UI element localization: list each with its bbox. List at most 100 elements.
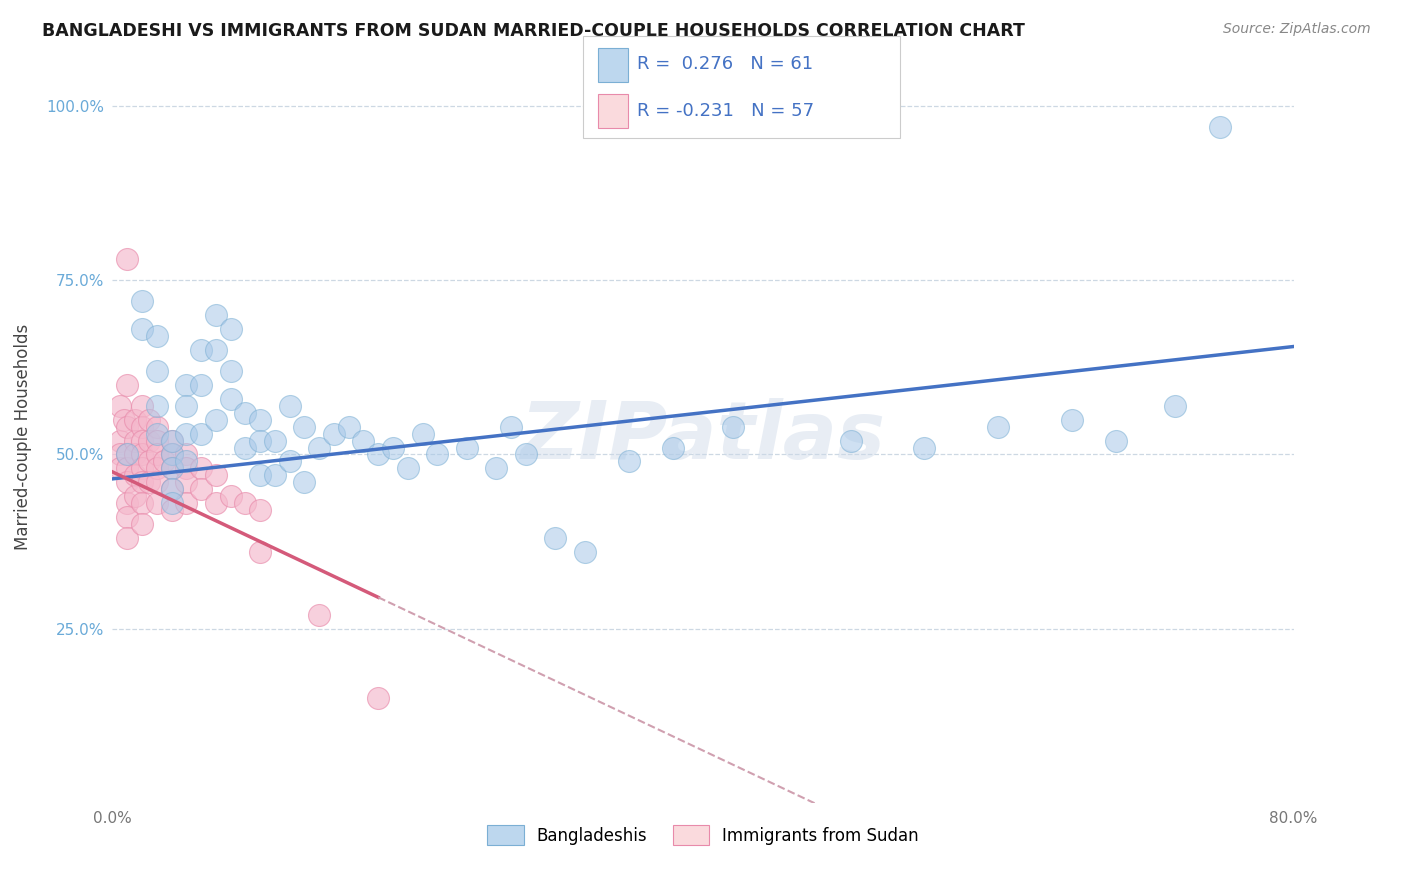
Point — [190, 377, 212, 392]
Point — [108, 399, 131, 413]
Point — [174, 399, 197, 413]
Point — [131, 434, 153, 448]
Text: R = -0.231   N = 57: R = -0.231 N = 57 — [637, 102, 814, 120]
Point — [278, 399, 301, 413]
Point — [367, 448, 389, 462]
Point — [205, 468, 228, 483]
Point — [160, 434, 183, 448]
Point — [544, 531, 567, 545]
Point — [190, 343, 212, 357]
Point — [1062, 412, 1084, 426]
Point — [124, 412, 146, 426]
Point — [108, 448, 131, 462]
Point — [987, 419, 1010, 434]
Point — [138, 412, 160, 426]
Point — [146, 434, 169, 448]
Point — [146, 364, 169, 378]
Point — [205, 412, 228, 426]
Point — [264, 468, 287, 483]
Point — [160, 483, 183, 497]
Point — [574, 545, 596, 559]
Point — [456, 441, 478, 455]
Point — [117, 448, 138, 462]
Point — [308, 607, 330, 622]
Point — [233, 496, 256, 510]
Point — [117, 461, 138, 475]
Point — [367, 691, 389, 706]
Point — [1105, 434, 1128, 448]
Point — [501, 419, 523, 434]
Point — [146, 496, 169, 510]
Point — [662, 441, 685, 455]
Point — [219, 322, 242, 336]
Point — [117, 496, 138, 510]
Point — [124, 468, 146, 483]
Point — [249, 545, 271, 559]
Point — [131, 461, 153, 475]
Point — [138, 475, 160, 490]
Point — [117, 510, 138, 524]
Point — [117, 531, 138, 545]
Point — [174, 475, 197, 490]
Point — [146, 329, 169, 343]
Point — [619, 454, 641, 468]
Point — [160, 448, 183, 462]
Y-axis label: Married-couple Households: Married-couple Households — [14, 324, 32, 550]
Point — [205, 343, 228, 357]
Point — [131, 496, 153, 510]
Point — [138, 434, 160, 448]
Point — [174, 461, 197, 475]
Point — [1208, 120, 1232, 134]
Point — [131, 399, 153, 413]
Legend: Bangladeshis, Immigrants from Sudan: Bangladeshis, Immigrants from Sudan — [478, 817, 928, 853]
Point — [219, 392, 242, 406]
Point — [138, 454, 160, 468]
Point — [174, 496, 197, 510]
Point — [108, 461, 131, 475]
Point — [233, 406, 256, 420]
Point — [117, 252, 138, 267]
Point — [292, 419, 315, 434]
Point — [839, 434, 862, 448]
Point — [146, 475, 169, 490]
Point — [160, 461, 183, 475]
Point — [146, 448, 169, 462]
Point — [352, 434, 374, 448]
Point — [382, 441, 405, 455]
Point — [131, 322, 153, 336]
Point — [190, 461, 212, 475]
Point — [131, 517, 153, 532]
Point — [146, 399, 169, 413]
Point — [249, 468, 271, 483]
Point — [337, 419, 360, 434]
Point — [160, 434, 183, 448]
Point — [124, 448, 146, 462]
Point — [131, 475, 153, 490]
Point — [112, 412, 135, 426]
Point — [323, 426, 346, 441]
Point — [914, 441, 936, 455]
Point — [205, 308, 228, 322]
Point — [249, 434, 271, 448]
Point — [249, 503, 271, 517]
Point — [160, 448, 183, 462]
Point — [515, 448, 537, 462]
Text: Source: ZipAtlas.com: Source: ZipAtlas.com — [1223, 22, 1371, 37]
Point — [131, 419, 153, 434]
Point — [308, 441, 330, 455]
Point — [219, 489, 242, 503]
Text: BANGLADESHI VS IMMIGRANTS FROM SUDAN MARRIED-COUPLE HOUSEHOLDS CORRELATION CHART: BANGLADESHI VS IMMIGRANTS FROM SUDAN MAR… — [42, 22, 1025, 40]
Point — [160, 496, 183, 510]
Point — [278, 454, 301, 468]
Point — [174, 377, 197, 392]
Point — [146, 419, 169, 434]
Point — [124, 489, 146, 503]
Point — [124, 434, 146, 448]
Point — [160, 483, 183, 497]
Point — [205, 496, 228, 510]
Point — [219, 364, 242, 378]
Point — [233, 441, 256, 455]
Point — [190, 426, 212, 441]
Point — [153, 454, 176, 468]
Point — [292, 475, 315, 490]
